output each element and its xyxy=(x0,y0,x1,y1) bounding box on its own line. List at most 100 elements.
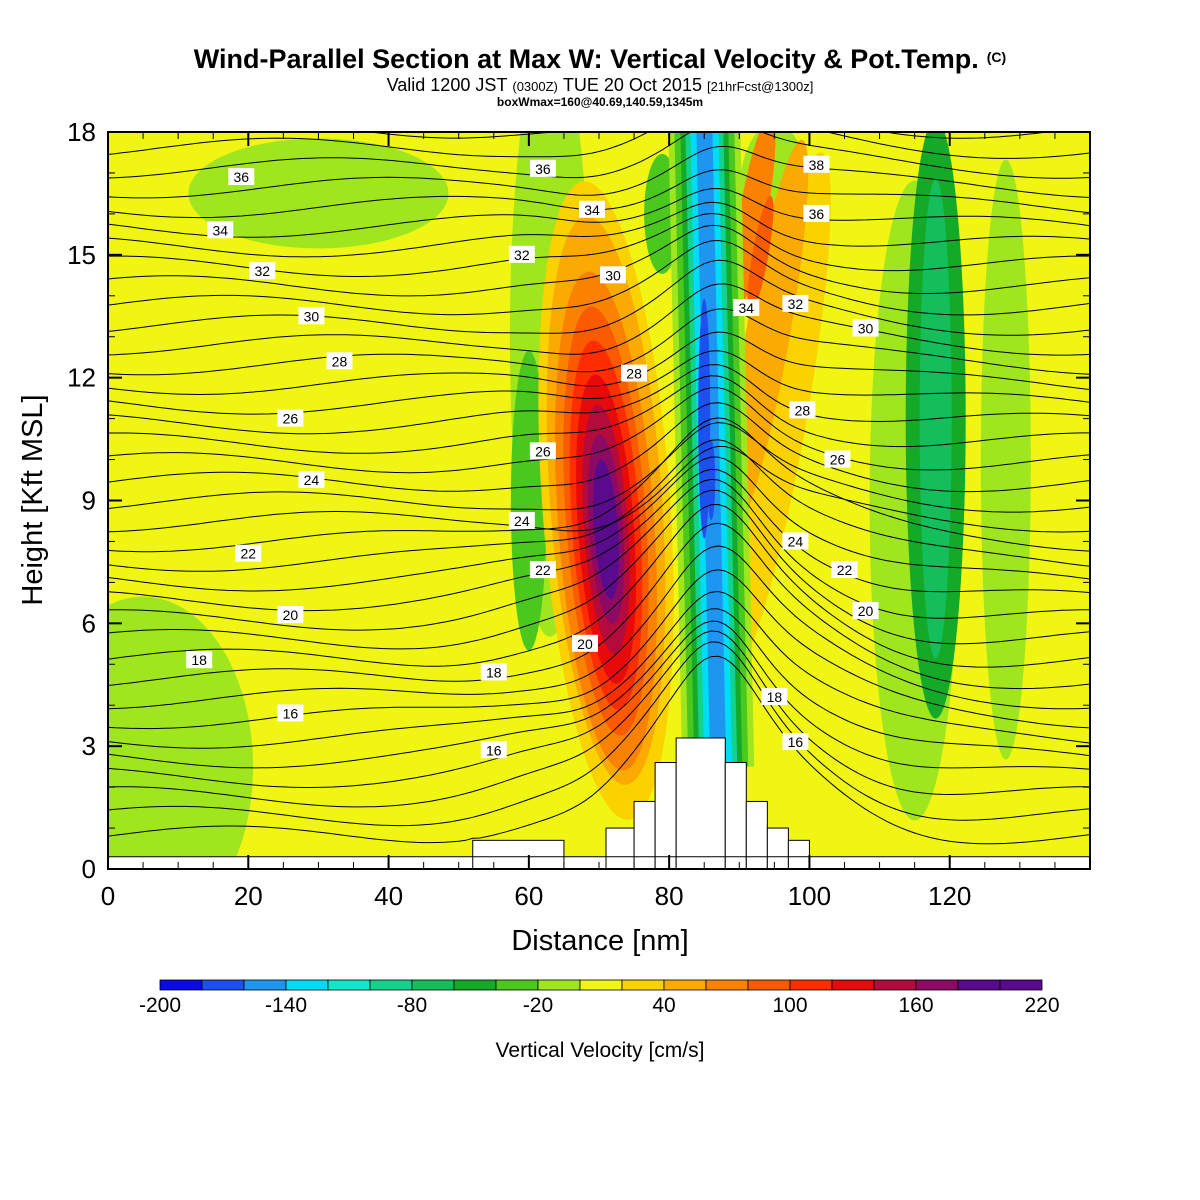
colorbar-swatch xyxy=(159,979,203,991)
contour-label-box xyxy=(782,532,809,550)
contour-label: 16 xyxy=(486,742,502,758)
contour-label: 28 xyxy=(626,366,642,382)
colorbar-swatch xyxy=(747,979,791,991)
colorbar-tick-label: 220 xyxy=(1024,994,1059,1017)
contour-label-box xyxy=(277,704,304,722)
x-tick-label: 0 xyxy=(101,881,115,911)
contour-label: 28 xyxy=(332,353,348,369)
contour-label: 26 xyxy=(283,411,299,427)
y-tick-label: 12 xyxy=(67,363,96,393)
contour-label: 20 xyxy=(858,603,874,619)
isentrope-line xyxy=(108,201,1090,258)
colorbar-swatch xyxy=(831,979,875,991)
isentrope-line xyxy=(108,489,1090,650)
terrain-step xyxy=(605,827,635,869)
contour-label-box xyxy=(228,168,255,186)
colorbar-swatch xyxy=(873,979,917,991)
isentrope-line xyxy=(108,239,1090,316)
isentrope-line xyxy=(108,503,1090,668)
isentrope-line xyxy=(108,364,1090,435)
contour-label-box xyxy=(277,606,304,624)
isentrope-line xyxy=(108,187,1090,238)
x-axis-label: Distance [nm] xyxy=(511,925,688,957)
isentrope-line xyxy=(108,620,1090,788)
colorbar-swatch xyxy=(495,979,539,991)
isentrope-line xyxy=(366,132,1052,139)
colorbar-tick-label: -80 xyxy=(397,994,427,1017)
colorbar-swatch xyxy=(537,979,581,991)
terrain-step xyxy=(633,800,656,869)
isentrope-line xyxy=(108,132,1090,159)
potential-temperature-contours xyxy=(108,132,1090,845)
y-tick-label: 9 xyxy=(82,486,96,516)
contour-label: 34 xyxy=(739,300,755,316)
colorbar-swatch xyxy=(915,979,959,991)
x-tick-label: 120 xyxy=(928,881,971,911)
contour-label-box xyxy=(761,688,788,706)
isentrope-line xyxy=(108,478,1090,631)
isentrope-line xyxy=(108,375,1090,454)
colorbar-swatch xyxy=(663,979,707,991)
contour-label: 24 xyxy=(304,472,320,488)
y-tick-label: 18 xyxy=(67,117,96,147)
contour-label-box xyxy=(529,442,556,460)
colorbar-tick-label: 100 xyxy=(772,994,807,1017)
colorbar-swatch xyxy=(957,979,1001,991)
colorbar-swatch xyxy=(201,979,245,991)
terrain-step xyxy=(654,762,677,869)
contour-label-box xyxy=(277,409,304,427)
x-tick-label: 60 xyxy=(514,881,543,911)
isentrope-line xyxy=(108,387,1090,474)
isentrope-line xyxy=(108,630,1090,808)
contour-label: 36 xyxy=(535,161,551,177)
isentrope-line xyxy=(108,224,1090,297)
colorbar-swatch xyxy=(789,979,833,991)
contour-label: 24 xyxy=(788,533,804,549)
colorbar-swatch xyxy=(453,979,497,991)
field-region xyxy=(707,440,716,521)
colorbar-tick-label: 40 xyxy=(652,994,675,1017)
isentrope-line xyxy=(108,456,1090,592)
contour-label-box xyxy=(207,221,234,239)
colorbar-swatch xyxy=(243,979,287,991)
colorbar-swatch xyxy=(369,979,413,991)
isentrope-line xyxy=(108,259,1090,336)
contour-label-box xyxy=(298,307,325,325)
contour-label-box xyxy=(803,204,830,222)
terrain-step xyxy=(745,800,768,869)
field-region xyxy=(747,195,774,314)
contour-label: 16 xyxy=(283,705,299,721)
y-tick-label: 0 xyxy=(82,854,96,884)
colorbar-tick-label: -20 xyxy=(523,994,553,1017)
y-tick-label: 15 xyxy=(67,240,96,270)
contour-label-box xyxy=(782,733,809,751)
contour-label: 20 xyxy=(283,607,299,623)
isentrope-line xyxy=(108,439,1090,572)
contour-label: 20 xyxy=(577,636,593,652)
isentrope-line xyxy=(108,283,1090,356)
colorbar-tick-label: -140 xyxy=(265,994,307,1017)
isentrope-line xyxy=(108,655,1090,845)
y-tick-label: 3 xyxy=(82,731,96,761)
contour-label: 32 xyxy=(788,296,804,312)
contour-label-box xyxy=(529,561,556,579)
contour-label-box xyxy=(186,651,213,669)
isentrope-line xyxy=(108,402,1090,493)
contour-label: 26 xyxy=(535,443,551,459)
contour-label-box xyxy=(803,155,830,173)
x-tick-label: 20 xyxy=(234,881,263,911)
isentrope-line xyxy=(108,422,1090,513)
contour-label: 18 xyxy=(767,689,783,705)
contour-label-box xyxy=(508,245,535,263)
isentrope-line xyxy=(108,590,1090,749)
contour-label-box xyxy=(480,741,507,759)
x-tick-label: 100 xyxy=(788,881,831,911)
terrain-step xyxy=(724,762,747,869)
isentrope-line xyxy=(108,132,1090,179)
contour-label: 28 xyxy=(795,402,811,418)
contour-label: 34 xyxy=(212,222,228,238)
contour-label-box xyxy=(529,159,556,177)
colorbar: -200 -140 -80 -20 40 100 160 220 xyxy=(139,979,1060,1017)
contour-label-box xyxy=(326,352,353,370)
